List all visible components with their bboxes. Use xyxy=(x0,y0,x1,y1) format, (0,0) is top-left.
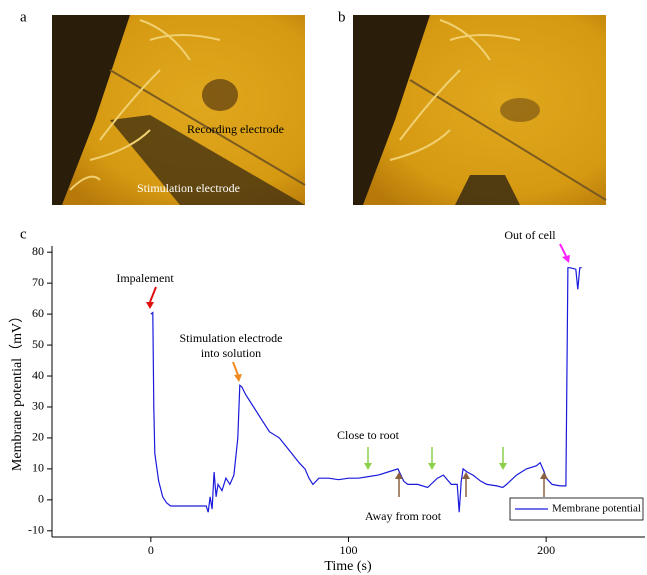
legend-label: Membrane potential xyxy=(552,503,641,515)
arrow xyxy=(233,362,238,375)
figure: a Recording electrode Stimulation electr… xyxy=(0,0,647,575)
y-tick-label: 80 xyxy=(32,244,44,258)
y-axis-label: Membrane potential（mV） xyxy=(9,309,25,471)
annotation: into solution xyxy=(201,346,261,360)
y-tick-label: -10 xyxy=(28,523,44,537)
image-annotation: Stimulation electrode xyxy=(137,181,240,195)
y-tick-label: 30 xyxy=(32,399,44,413)
legend: Membrane potential xyxy=(510,498,643,520)
image-annotation: Recording electrode xyxy=(187,122,284,136)
arrowhead xyxy=(146,302,154,309)
data-line xyxy=(151,268,582,513)
annotation: Out of cell xyxy=(504,228,556,242)
arrowhead xyxy=(364,463,372,470)
y-tick-label: 70 xyxy=(32,275,44,289)
x-tick-label: 0 xyxy=(148,543,154,557)
y-tick-label: 60 xyxy=(32,306,44,320)
x-tick-label: 100 xyxy=(340,543,358,557)
arrowhead xyxy=(499,463,507,470)
arrow xyxy=(560,244,566,256)
plot: -10 0 10 20 30 40 50 60 70 80 0 100 200 xyxy=(28,244,582,557)
panel-label: c xyxy=(20,226,27,242)
arrowhead xyxy=(562,255,570,263)
x-tick-label: 200 xyxy=(537,543,555,557)
arrowhead xyxy=(234,374,242,382)
annotation: Close to root xyxy=(337,428,400,442)
arrow xyxy=(150,287,156,302)
annotation: Stimulation electrode xyxy=(180,331,283,345)
x-axis-label: Time (s) xyxy=(324,559,372,574)
micrograph-b xyxy=(353,15,606,205)
micrograph-a xyxy=(52,15,305,205)
y-tick-label: 10 xyxy=(32,461,44,475)
panel-label: a xyxy=(20,9,27,25)
y-tick-label: 20 xyxy=(32,430,44,444)
annotation: Away from root xyxy=(365,509,442,523)
y-tick-label: 0 xyxy=(38,492,44,506)
y-tick-label: 40 xyxy=(32,368,44,382)
y-tick-label: 50 xyxy=(32,337,44,351)
arrowhead xyxy=(540,472,548,479)
panel-label: b xyxy=(338,9,346,25)
annotation: Impalement xyxy=(116,271,174,285)
arrowhead xyxy=(395,472,403,479)
arrowhead xyxy=(428,463,436,470)
